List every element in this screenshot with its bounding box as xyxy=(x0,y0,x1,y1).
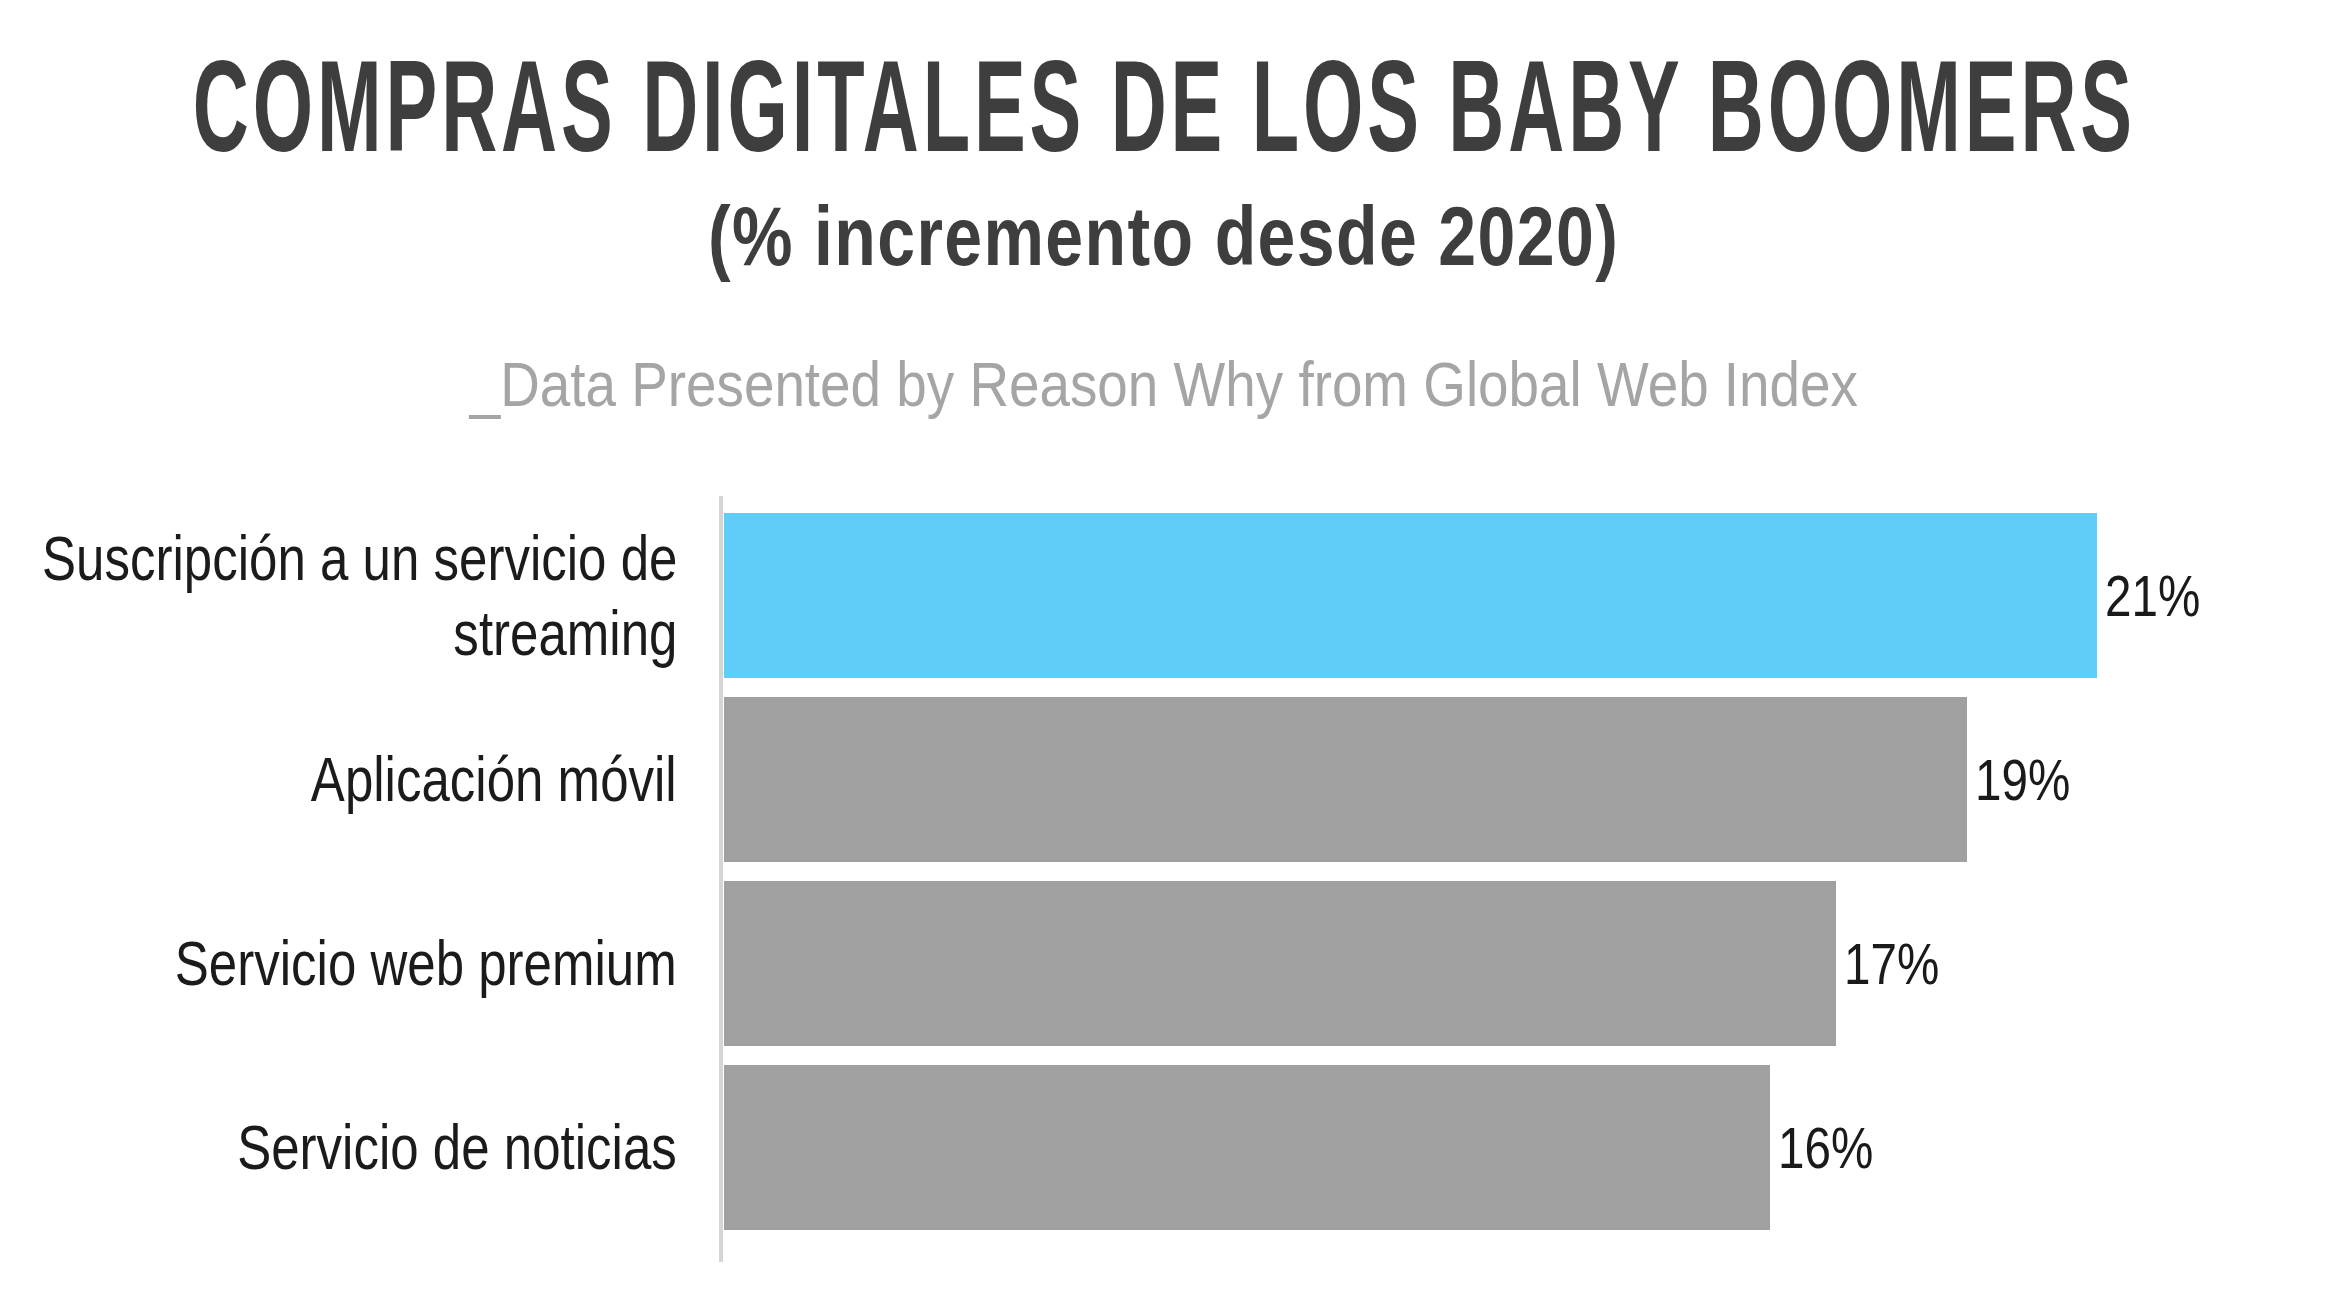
bar-streaming xyxy=(724,513,2097,678)
category-label: Servicio de noticias xyxy=(0,1110,724,1185)
value-label: 16% xyxy=(1778,1114,1894,1181)
bar-aplicacion-movil xyxy=(724,697,1967,862)
bar-row-streaming: Suscripción a un servicio de streaming 2… xyxy=(0,513,2328,678)
bar-servicio-de-noticias xyxy=(724,1065,1770,1230)
bar-row-aplicacion-movil: Aplicación móvil 19% xyxy=(0,697,2328,862)
chart-subtitle: (% incremento desde 2020) xyxy=(0,188,2328,285)
value-label: 21% xyxy=(2105,562,2221,629)
category-label: Aplicación móvil xyxy=(0,742,724,817)
chart-title: COMPRAS DIGITALES DE LOS BABY BOOMERS xyxy=(0,31,2328,181)
bar-row-servicio-web-premium: Servicio web premium 17% xyxy=(0,881,2328,1046)
category-label: Suscripción a un servicio de streaming xyxy=(0,521,724,671)
bar-chart: Suscripción a un servicio de streaming 2… xyxy=(0,513,2328,1249)
bar-servicio-web-premium xyxy=(724,881,1836,1046)
category-label: Servicio web premium xyxy=(0,926,724,1001)
value-label: 17% xyxy=(1844,930,1960,997)
source-note: _Data Presented by Reason Why from Globa… xyxy=(0,348,2328,420)
value-label: 19% xyxy=(1975,746,2091,813)
bar-row-servicio-de-noticias: Servicio de noticias 16% xyxy=(0,1065,2328,1230)
